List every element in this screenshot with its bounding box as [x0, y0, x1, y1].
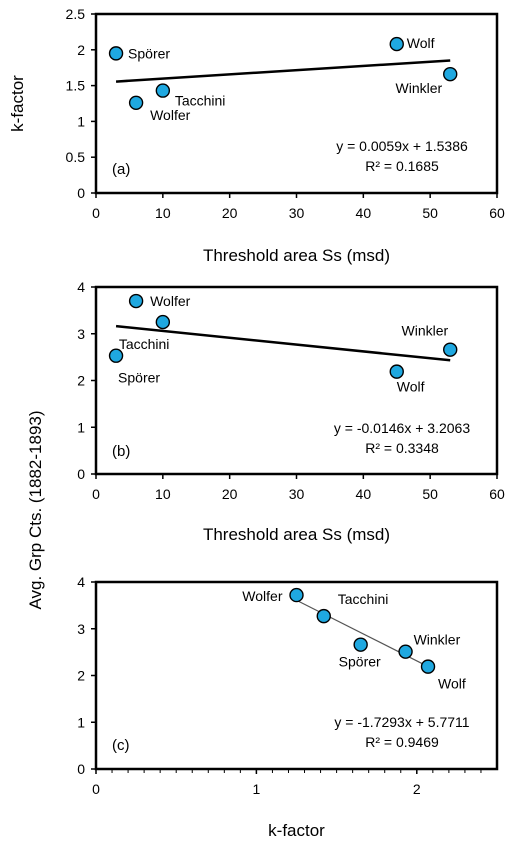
point-label: Tacchini — [175, 93, 226, 109]
x-tick-label: 20 — [222, 205, 238, 221]
data-point-winkler — [443, 66, 458, 82]
x-tick-label: 10 — [155, 486, 171, 502]
data-point-tacchini — [155, 83, 171, 98]
y-tick-label: 2 — [77, 42, 85, 58]
data-point-sprer — [353, 637, 368, 652]
data-point-tacchini — [155, 314, 171, 330]
r-squared-label: R² = 0.1685 — [365, 158, 439, 174]
panel-tag: (b) — [112, 443, 130, 460]
data-point-sprer — [108, 46, 124, 61]
data-point-wolf — [420, 659, 436, 674]
trend-line — [115, 59, 451, 83]
point-label: Winkler — [396, 80, 443, 96]
point-label: Spörer — [339, 654, 381, 670]
y-tick-label: 3 — [77, 621, 85, 637]
data-point-tacchini — [316, 608, 331, 624]
y-tick-label: 0 — [77, 466, 85, 482]
y-tick-label: 2.5 — [66, 6, 86, 22]
x-tick-label: 40 — [356, 205, 372, 221]
panel-1: 0 0.5 1 1.5 2 2.5 0 10 20 30 40 50 60 Threshold area … — [8, 6, 505, 265]
point-label: Tacchini — [338, 591, 389, 607]
x-tick-label: 60 — [489, 205, 505, 221]
y-tick-label: 0.5 — [66, 149, 86, 165]
point-label: Tacchini — [119, 336, 170, 352]
data-point-wolfer — [289, 587, 304, 603]
x-tick-label: 30 — [289, 205, 305, 221]
data-point-sprer — [108, 348, 124, 363]
y-tick-label: 4 — [77, 279, 85, 295]
point-label: Winkler — [402, 323, 449, 339]
data-point-wolfer — [128, 293, 144, 309]
y-tick-label: 1 — [77, 419, 85, 435]
point-label: Spörer — [118, 370, 160, 386]
x-tick-label: 0 — [92, 781, 100, 797]
regression-equation: y = 0.0059x + 1.5386 — [336, 138, 468, 154]
y-tick-label: 3 — [77, 326, 85, 342]
x-tick-label: 0 — [92, 205, 100, 221]
x-tick-label: 20 — [222, 486, 238, 502]
y-tick-label: 4 — [77, 574, 85, 590]
shared-y-axis-title: Avg. Grp Cts. (1882-1893) — [26, 410, 45, 609]
x-tick-label: 1 — [253, 781, 261, 797]
x-tick-label: 50 — [422, 486, 438, 502]
point-label: Spörer — [128, 45, 170, 61]
point-label: Wolf — [438, 676, 466, 692]
x-tick-label: 10 — [155, 205, 171, 221]
x-tick-label: 2 — [413, 781, 421, 797]
x-axis-title: k-factor — [268, 821, 325, 840]
data-point-wolf — [389, 36, 404, 52]
panel-tag: (c) — [112, 737, 130, 754]
data-point-wolfer — [128, 95, 144, 110]
regression-equation: y = -1.7293x + 5.7711 — [334, 714, 469, 730]
x-axis-title: Threshold area Ss (msd) — [203, 246, 390, 265]
data-point-wolf — [389, 364, 404, 379]
point-label: Wolfer — [150, 293, 191, 309]
y-tick-label: 2 — [77, 373, 85, 389]
x-axis-title: Threshold area Ss (msd) — [203, 525, 390, 544]
y-axis-title: k-factor — [8, 75, 27, 132]
point-label: Wolf — [397, 379, 425, 395]
panel-3: 0 1 2 3 4 0 1 2 k-factor Wolfer Tacchini Spörer Wink… — [77, 574, 499, 840]
y-tick-label: 0 — [77, 761, 85, 777]
point-label: Wolf — [407, 35, 435, 51]
x-tick-label: 40 — [356, 486, 372, 502]
regression-equation: y = -0.0146x + 3.2063 — [334, 420, 470, 436]
y-tick-label: 0 — [77, 185, 85, 201]
trend-line — [115, 324, 451, 362]
y-tick-label: 1.5 — [66, 78, 86, 94]
x-tick-label: 30 — [289, 486, 305, 502]
x-tick-label: 0 — [92, 486, 100, 502]
point-label: Wolfer — [150, 107, 191, 123]
r-squared-label: R² = 0.3348 — [365, 440, 439, 456]
x-tick-label: 50 — [422, 205, 438, 221]
y-tick-label: 2 — [77, 668, 85, 684]
data-point-winkler — [398, 644, 413, 659]
point-label: Wolfer — [242, 588, 283, 604]
x-tick-label: 60 — [489, 486, 505, 502]
r-squared-label: R² = 0.9469 — [365, 734, 439, 750]
panel-tag: (a) — [112, 161, 130, 178]
point-label: Winkler — [414, 632, 461, 648]
y-tick-label: 1 — [77, 113, 85, 129]
data-point-winkler — [443, 342, 458, 357]
y-tick-label: 1 — [77, 714, 85, 730]
